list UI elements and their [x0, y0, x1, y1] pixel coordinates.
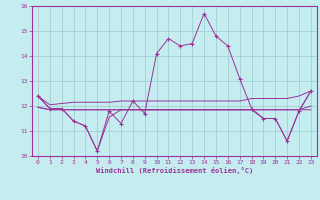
X-axis label: Windchill (Refroidissement éolien,°C): Windchill (Refroidissement éolien,°C) — [96, 167, 253, 174]
